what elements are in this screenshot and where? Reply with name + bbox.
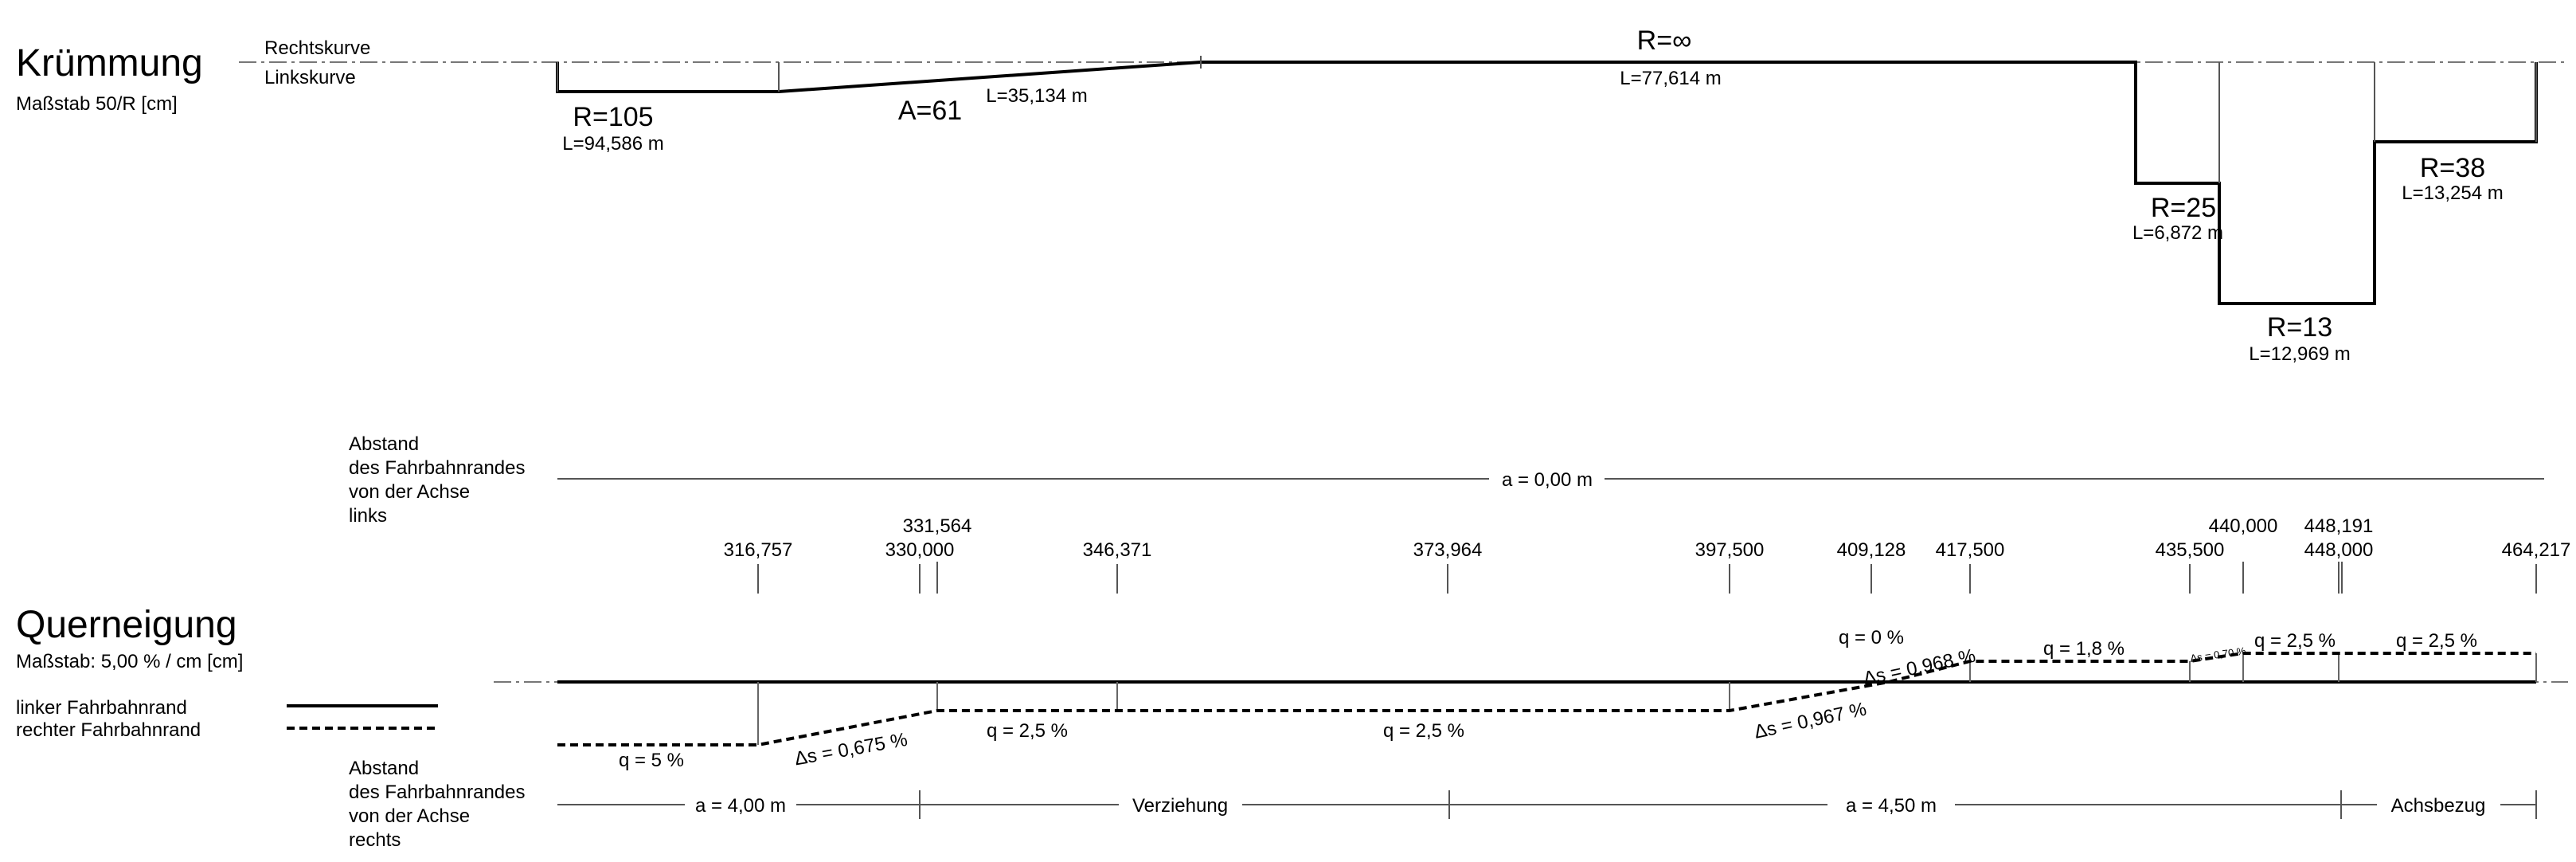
curvature-band bbox=[556, 56, 2538, 305]
legend: linker Fahrbahnrand rechter Fahrbahnrand bbox=[16, 697, 438, 741]
curvature-label: L=6,872 m bbox=[2132, 222, 2223, 244]
crossfall-label: q = 0 % bbox=[1839, 627, 1904, 648]
station-label: 464,217 bbox=[2502, 539, 2571, 561]
abstand-rechts-text: rechts bbox=[349, 829, 401, 851]
station-label: 435,500 bbox=[2156, 539, 2225, 561]
legend-solid-label: linker Fahrbahnrand bbox=[16, 697, 187, 719]
curvature-label: L=12,969 m bbox=[2249, 343, 2350, 365]
kruemmung-title: Krümmung bbox=[16, 42, 203, 84]
station-label: 346,371 bbox=[1083, 539, 1152, 561]
crossfall-label: q = 2,5 % bbox=[2254, 630, 2336, 652]
curvature-label: R=105 bbox=[573, 102, 653, 132]
abstand-rechts-text: von der Achse bbox=[349, 805, 470, 827]
station-label: 316,757 bbox=[724, 539, 793, 561]
curvature-label: R=25 bbox=[2151, 193, 2216, 223]
abstand-rechts-text: Abstand bbox=[349, 758, 419, 779]
crossfall-labels: q = 5 % Δs = 0,675 % q = 2,5 % q = 2,5 % Δs … bbox=[619, 627, 2477, 771]
crossfall-label: q = 2,5 % bbox=[2396, 630, 2477, 652]
abstand-rechts-segment: Verziehung bbox=[1132, 795, 1228, 817]
curvature-label: L=35,134 m bbox=[986, 85, 1087, 107]
rechtskurve-label: Rechtskurve bbox=[264, 37, 370, 59]
crossfall-label: Δs = 0,675 % bbox=[793, 729, 909, 770]
linkskurve-label: Linkskurve bbox=[264, 67, 356, 88]
station-label: 373,964 bbox=[1413, 539, 1483, 561]
abstand-rechts-segment: a = 4,00 m bbox=[695, 795, 786, 817]
kruemmung-scale: Maßstab 50/R [cm] bbox=[16, 93, 178, 115]
abstand-rechts-segment: a = 4,50 m bbox=[1846, 795, 1937, 817]
station-label: 440,000 bbox=[2209, 515, 2278, 537]
curvature-label: L=13,254 m bbox=[2402, 182, 2503, 204]
abstand-rechts-values: a = 4,00 m Verziehung a = 4,50 m Achsbezug bbox=[695, 795, 2485, 817]
station-label: 330,000 bbox=[885, 539, 955, 561]
crossfall-ticks bbox=[757, 653, 2537, 745]
station-label: 409,128 bbox=[1837, 539, 1906, 561]
crossfall-label: q = 2,5 % bbox=[1383, 720, 1464, 742]
right-edge-line bbox=[557, 652, 2536, 746]
curvature-line bbox=[556, 61, 2538, 305]
curvature-label: L=77,614 m bbox=[1620, 68, 1721, 89]
abstand-links-text: von der Achse bbox=[349, 481, 470, 503]
abstand-rechts-text: des Fahrbahnrandes bbox=[349, 782, 525, 803]
abstand-links-text: Abstand bbox=[349, 433, 419, 455]
curvature-label: R=∞ bbox=[1637, 25, 1692, 56]
abstand-links-text: des Fahrbahnrandes bbox=[349, 457, 525, 479]
legend-dashed-label: rechter Fahrbahnrand bbox=[16, 719, 201, 741]
curvature-label: A=61 bbox=[898, 96, 962, 126]
querneigung-scale: Maßstab: 5,00 % / cm [cm] bbox=[16, 651, 243, 672]
station-label: 397,500 bbox=[1695, 539, 1765, 561]
station-label: 417,500 bbox=[1936, 539, 2005, 561]
abstand-rechts-segment: Achsbezug bbox=[2391, 795, 2486, 817]
station-label: 331,564 bbox=[903, 515, 972, 537]
crossfall-label: q = 5 % bbox=[619, 750, 684, 771]
station-label: 448,191 bbox=[2304, 515, 2374, 537]
crossfall-label: q = 2,5 % bbox=[987, 720, 1068, 742]
curvature-label: R=13 bbox=[2267, 312, 2332, 343]
curvature-label: L=94,586 m bbox=[562, 133, 663, 155]
curvature-label: R=38 bbox=[2420, 153, 2485, 183]
querneigung-title: Querneigung bbox=[16, 604, 237, 646]
abstand-rechts-dims bbox=[557, 790, 2537, 819]
station-label: 448,000 bbox=[2304, 539, 2374, 561]
crossfall-label: q = 1,8 % bbox=[2043, 638, 2125, 660]
abstand-links-text: links bbox=[349, 505, 387, 527]
crossfall-label: Δs = 0,967 % bbox=[1752, 699, 1868, 743]
crossfall-label: Δs = 0,70 % bbox=[2189, 645, 2246, 664]
abstand-links-value: a = 0,00 m bbox=[1502, 469, 1593, 491]
